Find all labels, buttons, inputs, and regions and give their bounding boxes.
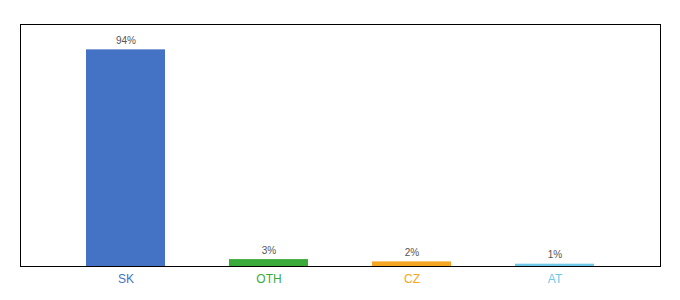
svg-text:94%: 94% — [116, 35, 136, 46]
svg-text:3%: 3% — [262, 245, 277, 256]
svg-text:OTH: OTH — [256, 272, 281, 286]
svg-text:1%: 1% — [548, 249, 563, 260]
svg-text:AT: AT — [548, 272, 563, 286]
svg-text:2%: 2% — [405, 247, 420, 258]
svg-text:CZ: CZ — [404, 272, 420, 286]
svg-text:SK: SK — [118, 272, 134, 286]
